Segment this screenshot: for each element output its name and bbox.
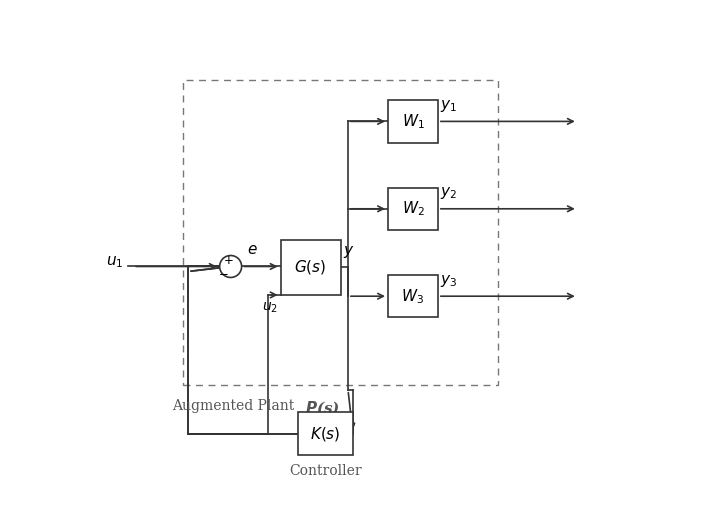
Bar <box>388 275 438 318</box>
Text: $u_2$: $u_2$ <box>262 301 278 315</box>
Bar <box>183 80 498 385</box>
Circle shape <box>220 256 241 277</box>
Text: $-$: $-$ <box>218 266 229 279</box>
Text: $W_1$: $W_1$ <box>402 112 424 131</box>
Text: +: + <box>224 254 234 267</box>
Bar <box>388 187 438 230</box>
Bar <box>388 100 438 142</box>
Text: $\boldsymbol{P}$(s): $\boldsymbol{P}$(s) <box>305 399 340 417</box>
Text: $y_3$: $y_3$ <box>441 273 457 289</box>
Text: $e$: $e$ <box>246 243 257 258</box>
Bar <box>298 412 353 455</box>
Text: $y_1$: $y_1$ <box>441 98 457 114</box>
Text: $y_2$: $y_2$ <box>441 185 457 201</box>
Text: $W_2$: $W_2$ <box>402 199 424 218</box>
Text: $y$: $y$ <box>343 244 354 260</box>
Text: $u_1$: $u_1$ <box>106 255 124 270</box>
Text: $W_3$: $W_3$ <box>402 287 424 306</box>
Text: Controller: Controller <box>289 464 362 478</box>
Text: $G(s)$: $G(s)$ <box>294 259 327 276</box>
Text: Augmented Plant: Augmented Plant <box>172 399 303 413</box>
Text: $K(s)$: $K(s)$ <box>311 425 341 442</box>
Bar <box>280 240 340 295</box>
